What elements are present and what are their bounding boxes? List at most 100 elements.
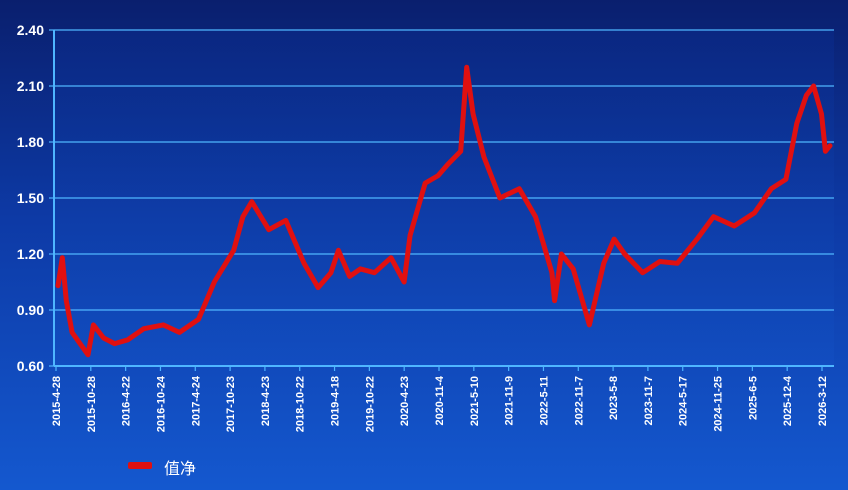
data-point — [623, 252, 627, 256]
x-tick-label: 2021-11-9 — [504, 376, 516, 426]
data-point — [267, 228, 271, 232]
x-tick-label: 2021-5-10 — [469, 376, 481, 426]
y-tick-label: 0.90 — [17, 302, 44, 318]
data-point — [196, 317, 200, 321]
x-tick-label: 2019-10-22 — [364, 376, 376, 432]
axes — [53, 30, 834, 371]
data-point — [471, 112, 475, 116]
data-point — [358, 267, 362, 271]
data-point — [78, 342, 82, 346]
data-point — [423, 181, 427, 185]
data-point — [56, 284, 60, 288]
y-tick-labels: 0.60 0.90 1.20 1.50 1.80 2.10 2.40 — [17, 22, 44, 374]
y-tick-label: 1.80 — [17, 134, 44, 150]
legend: 值净 — [128, 459, 196, 478]
x-tick-label: 2025-12-4 — [782, 375, 794, 426]
data-point — [348, 274, 352, 278]
data-point — [819, 112, 823, 116]
x-tick-label: 2022-5-11 — [538, 376, 550, 426]
x-tick-labels: 2015-4-28 2015-10-28 2016-4-22 2016-10-24 20… — [51, 375, 829, 432]
data-point — [408, 233, 412, 237]
data-point — [86, 353, 90, 357]
data-point — [732, 224, 736, 228]
x-tick-label: 2015-4-28 — [51, 376, 63, 426]
series-layer — [55, 64, 833, 358]
data-point — [64, 299, 68, 303]
x-tick-label: 2016-10-24 — [155, 375, 167, 432]
data-point — [113, 342, 117, 346]
data-point — [695, 237, 699, 241]
data-point — [284, 218, 288, 222]
y-tick-label: 1.20 — [17, 246, 44, 262]
legend-label: 值净 — [164, 459, 196, 478]
data-point — [60, 256, 64, 260]
data-point — [232, 248, 236, 252]
x-tick-label: 2023-11-7 — [643, 376, 655, 426]
data-point — [250, 200, 254, 204]
data-point — [533, 215, 537, 219]
x-tick-label: 2023-5-8 — [608, 376, 620, 420]
data-point — [402, 280, 406, 284]
data-point — [142, 327, 146, 331]
data-point — [711, 215, 715, 219]
data-point — [102, 336, 106, 340]
x-tick-label: 2017-4-24 — [190, 375, 202, 426]
y-tick-label: 0.60 — [17, 358, 44, 374]
data-point — [336, 248, 340, 252]
data-point — [784, 177, 788, 181]
data-point — [795, 121, 799, 125]
data-point — [571, 267, 575, 271]
data-point — [389, 256, 393, 260]
x-tick-label: 2025-6-5 — [747, 376, 759, 420]
data-point — [612, 237, 616, 241]
data-point — [553, 299, 557, 303]
x-tick-label: 2022-11-7 — [573, 376, 585, 426]
data-point — [177, 330, 181, 334]
x-tick-label: 2019-4-18 — [330, 376, 342, 426]
data-point — [373, 271, 377, 275]
x-tick-label: 2015-10-28 — [86, 376, 98, 432]
data-point — [559, 252, 563, 256]
x-tick-label: 2024-11-25 — [713, 376, 725, 432]
data-point — [446, 162, 450, 166]
data-point — [804, 93, 808, 97]
data-point — [91, 323, 95, 327]
data-point — [812, 84, 816, 88]
data-point — [828, 144, 832, 148]
x-tick-label: 2016-4-22 — [121, 376, 133, 426]
data-point — [70, 330, 74, 334]
data-point — [482, 155, 486, 159]
data-point — [517, 187, 521, 191]
data-point — [602, 261, 606, 265]
data-point — [436, 174, 440, 178]
data-point — [498, 196, 502, 200]
data-point — [459, 149, 463, 153]
data-point — [587, 323, 591, 327]
y-tick-label: 2.10 — [17, 78, 44, 94]
data-point — [465, 65, 469, 69]
data-point — [769, 187, 773, 191]
x-tick-label: 2020-11-4 — [434, 375, 446, 425]
data-point — [126, 338, 130, 342]
legend-swatch — [128, 462, 152, 469]
data-point — [658, 259, 662, 263]
data-point — [212, 280, 216, 284]
x-tick-label: 2018-4-23 — [260, 376, 272, 426]
data-point — [241, 215, 245, 219]
x-tick-label: 2018-10-22 — [295, 376, 307, 432]
y-tick-label: 1.50 — [17, 190, 44, 206]
data-point — [752, 211, 756, 215]
data-point — [823, 149, 827, 153]
data-point — [329, 271, 333, 275]
x-tick-label: 2020-4-23 — [399, 376, 411, 426]
x-tick-label: 2024-5-17 — [678, 376, 690, 426]
data-point — [302, 261, 306, 265]
data-point — [316, 286, 320, 290]
x-tick-label: 2026-3-12 — [817, 376, 829, 426]
data-point — [550, 271, 554, 275]
data-point — [641, 271, 645, 275]
x-tick-label: 2017-10-23 — [225, 376, 237, 432]
data-point — [675, 261, 679, 265]
data-point — [161, 323, 165, 327]
